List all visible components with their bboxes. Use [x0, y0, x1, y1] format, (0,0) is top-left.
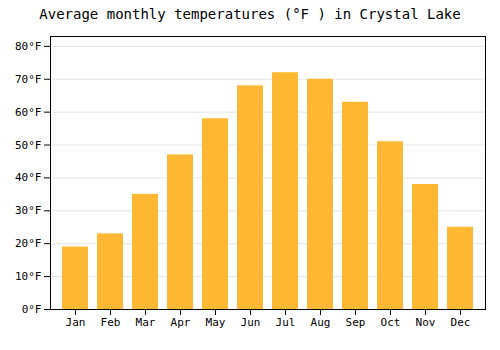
- svg-text:Jul: Jul: [276, 316, 296, 329]
- svg-text:30°F: 30°F: [15, 204, 42, 217]
- svg-text:50°F: 50°F: [15, 139, 42, 152]
- svg-text:60°F: 60°F: [15, 106, 42, 119]
- svg-text:Jan: Jan: [66, 316, 86, 329]
- svg-text:Mar: Mar: [136, 316, 156, 329]
- svg-text:80°F: 80°F: [15, 40, 42, 53]
- svg-text:Jun: Jun: [241, 316, 261, 329]
- svg-text:Nov: Nov: [416, 316, 436, 329]
- svg-text:Dec: Dec: [451, 316, 471, 329]
- svg-text:Apr: Apr: [171, 316, 191, 329]
- svg-text:May: May: [206, 316, 226, 329]
- svg-text:Aug: Aug: [311, 316, 331, 329]
- svg-text:0°F: 0°F: [22, 303, 42, 316]
- svg-text:20°F: 20°F: [15, 237, 42, 250]
- html-text:Average monthly temperatures (: Average monthly temperatures (°F ) in Cr…: [39, 6, 461, 22]
- svg-text:Oct: Oct: [381, 316, 401, 329]
- svg-text:40°F: 40°F: [15, 171, 42, 184]
- svg-text:Sep: Sep: [346, 316, 366, 329]
- svg-text:10°F: 10°F: [15, 270, 42, 283]
- svg-text:70°F: 70°F: [15, 73, 42, 86]
- svg-text:Feb: Feb: [101, 316, 121, 329]
